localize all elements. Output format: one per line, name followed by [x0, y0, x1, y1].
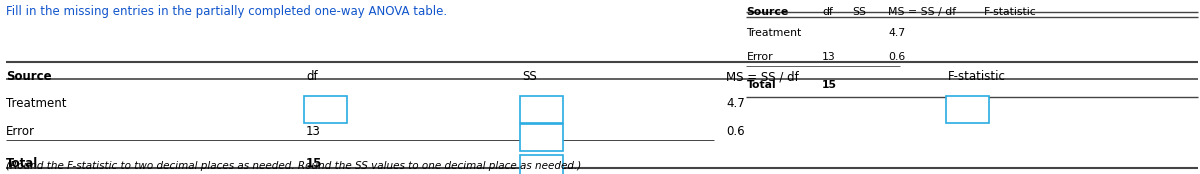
Text: Source: Source [6, 70, 52, 84]
Text: Treatment: Treatment [6, 97, 66, 110]
Text: Total: Total [746, 80, 776, 90]
Text: F-statistic: F-statistic [984, 7, 1037, 17]
Text: SS: SS [522, 70, 536, 84]
Text: 15: 15 [306, 157, 323, 170]
FancyBboxPatch shape [520, 96, 563, 123]
Text: 0.6: 0.6 [888, 52, 905, 62]
Text: 13: 13 [822, 52, 835, 62]
Text: SS: SS [852, 7, 866, 17]
Text: MS = SS / df: MS = SS / df [888, 7, 956, 17]
Text: Total: Total [6, 157, 38, 170]
Text: F-statistic: F-statistic [948, 70, 1006, 84]
Text: 15: 15 [822, 80, 838, 90]
Text: 4.7: 4.7 [888, 28, 905, 38]
Text: 0.6: 0.6 [726, 125, 745, 138]
Text: df: df [306, 70, 318, 84]
Text: 4.7: 4.7 [726, 97, 745, 110]
Text: MS = SS / df: MS = SS / df [726, 70, 799, 84]
FancyBboxPatch shape [946, 96, 989, 123]
Text: Error: Error [6, 125, 35, 138]
FancyBboxPatch shape [520, 155, 563, 174]
Text: Source: Source [746, 7, 788, 17]
Text: 13: 13 [306, 125, 320, 138]
Text: Error: Error [746, 52, 773, 62]
Text: (Round the F-statistic to two decimal places as needed. Round the SS values to o: (Round the F-statistic to two decimal pl… [6, 161, 581, 171]
FancyBboxPatch shape [304, 96, 347, 123]
FancyBboxPatch shape [520, 124, 563, 151]
Text: df: df [822, 7, 833, 17]
Text: Fill in the missing entries in the partially completed one-way ANOVA table.: Fill in the missing entries in the parti… [6, 5, 448, 18]
Text: Treatment: Treatment [746, 28, 802, 38]
